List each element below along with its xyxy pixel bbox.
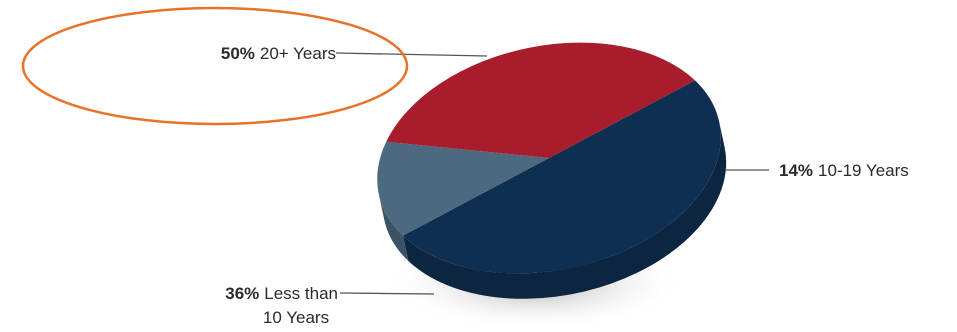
label-20plus-pct: 50% <box>221 44 255 63</box>
pie-side-0-0 <box>402 121 727 299</box>
pie-slice-2 <box>386 42 696 158</box>
pie-group <box>377 42 727 299</box>
pie-slice-1 <box>377 141 549 236</box>
highlight-ellipse <box>21 6 409 126</box>
label-10-19-text: 10-19 Years <box>818 161 909 180</box>
label-less-10-text1: Less than <box>264 284 338 303</box>
label-20plus-text: 20+ Years <box>260 44 336 63</box>
pie-side-1-0 <box>378 194 409 262</box>
leader-line-20plus <box>335 52 488 57</box>
label-less-10-line2: 10 Years <box>263 308 329 327</box>
label-10-19-pct: 14% <box>779 161 813 180</box>
label-less-10-line1: 36% Less than <box>225 284 338 303</box>
pie-sides <box>378 121 727 299</box>
label-20plus: 50% 20+ Years <box>221 44 336 63</box>
pie-slice-0 <box>402 80 721 274</box>
label-less-10-pct: 36% <box>225 284 259 303</box>
leader-line-less-10 <box>339 292 435 295</box>
pie-top <box>377 42 721 274</box>
label-10-19: 14% 10-19 Years <box>779 161 909 180</box>
